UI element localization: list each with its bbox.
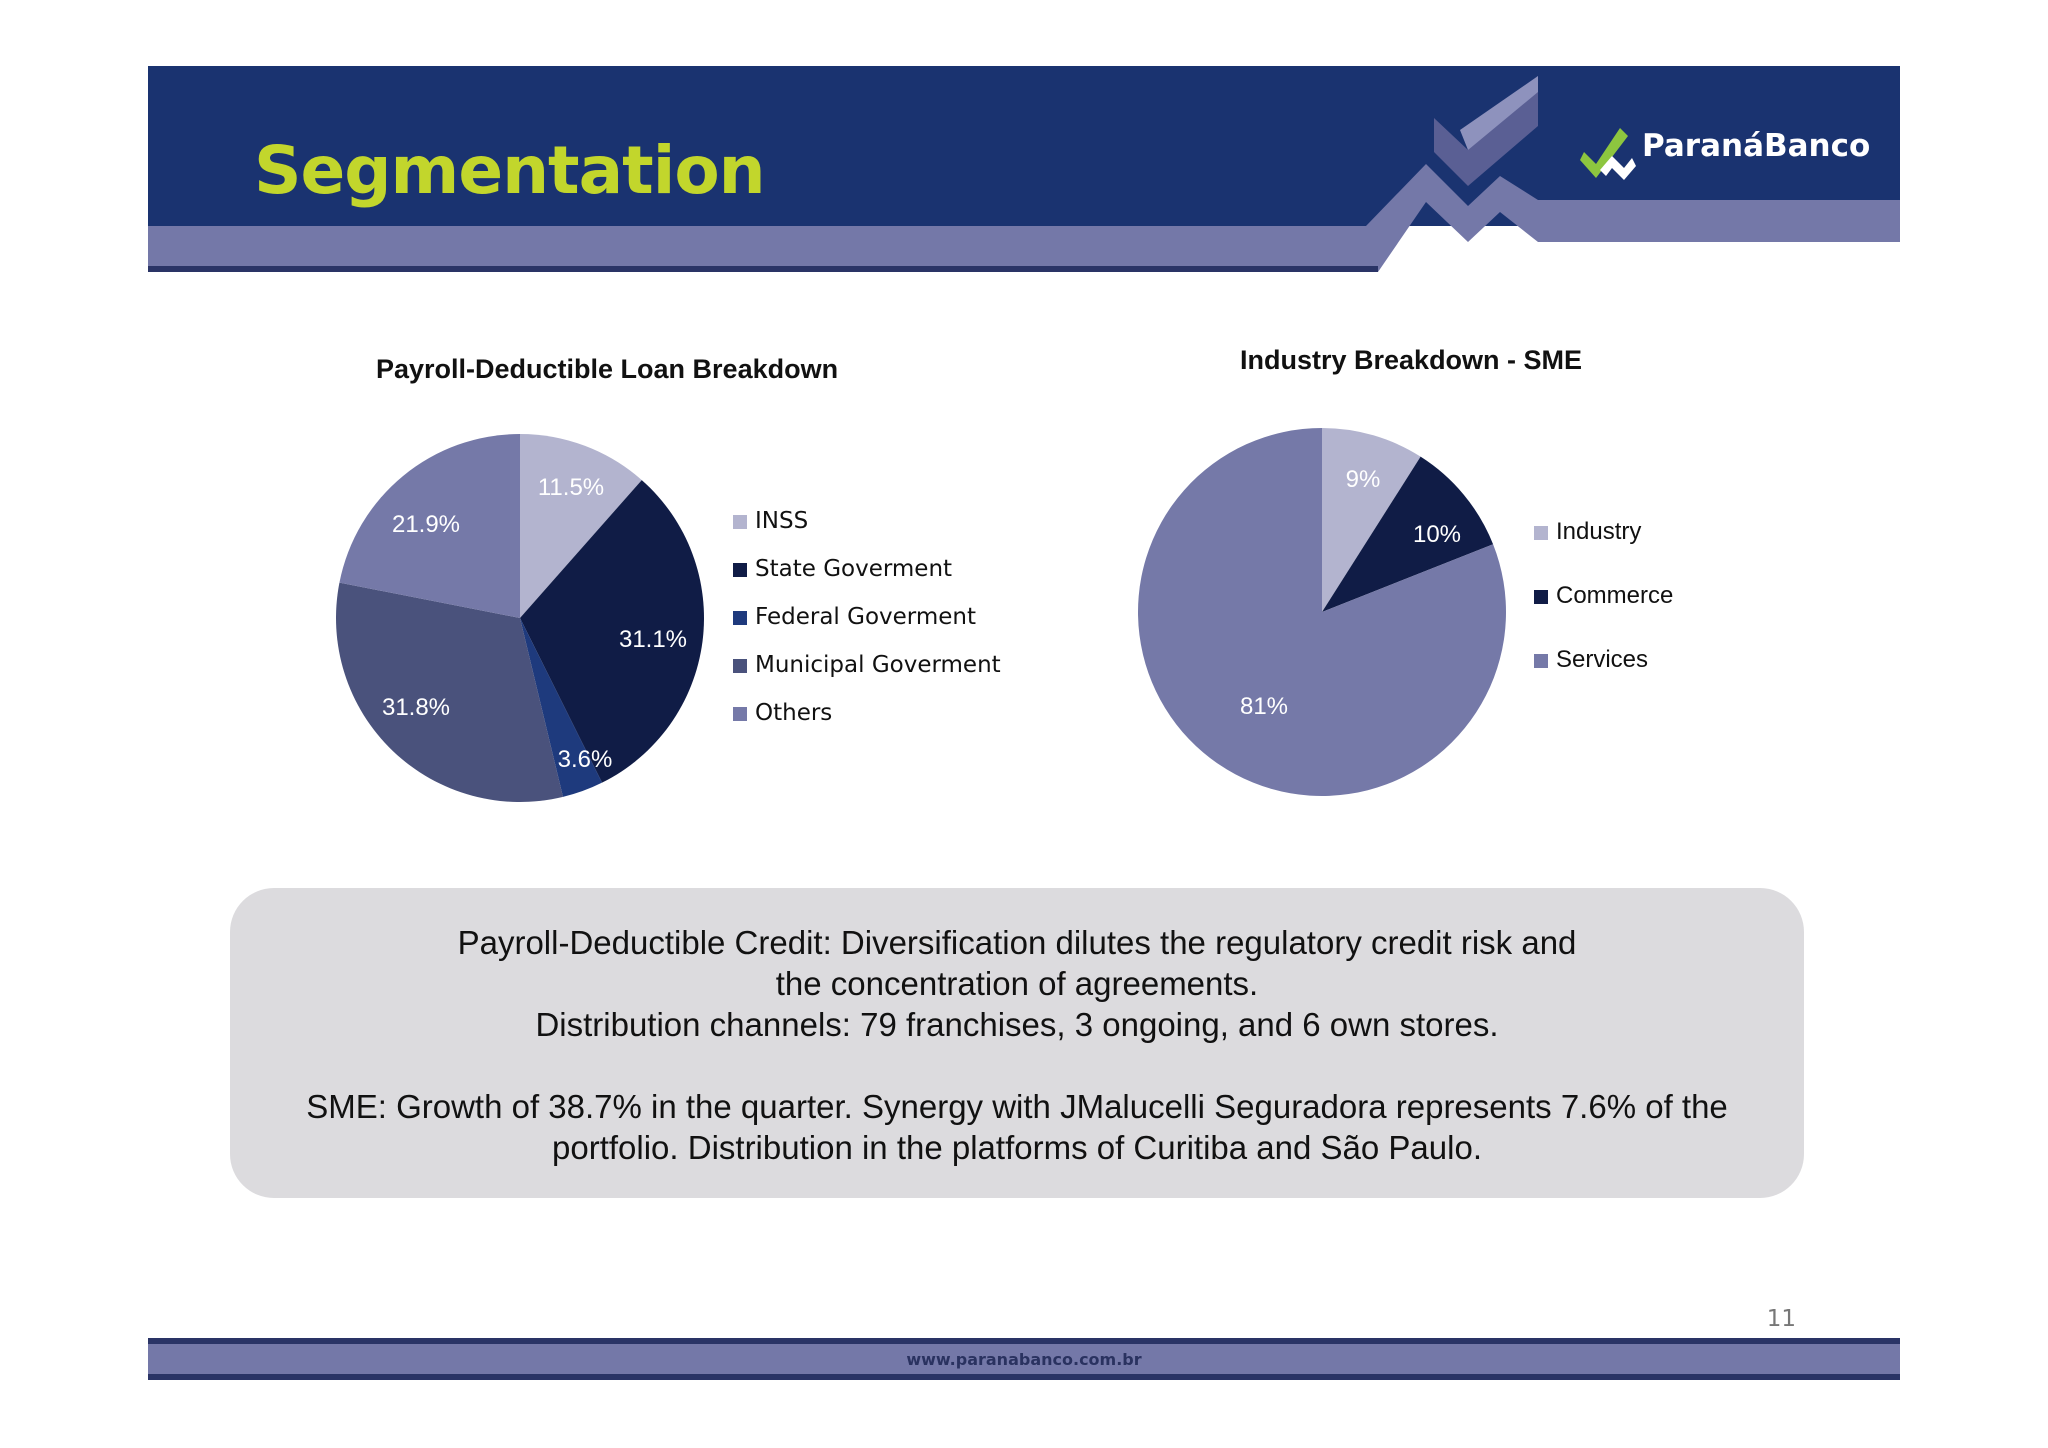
- legend-swatch: [1534, 526, 1548, 540]
- legend-item: Industry: [1556, 518, 1641, 545]
- chart-title-industry: Industry Breakdown - SME: [1240, 345, 1583, 375]
- legend-item: Municipal Goverment: [755, 652, 1001, 678]
- pie-slice-industry: [1322, 428, 1421, 612]
- legend-item: Others: [755, 700, 832, 726]
- pie-slice-services: [1138, 428, 1506, 796]
- page-number: 11: [1766, 1306, 1796, 1332]
- page-title: Segmentation: [254, 132, 766, 209]
- header-banner: Segmentation ParanáBanco: [148, 66, 1900, 272]
- legend-item: INSS: [755, 508, 808, 534]
- chart-title-payroll: Payroll-Deductible Loan Breakdown: [376, 354, 839, 384]
- pie-data-label: 21.9%: [392, 511, 460, 538]
- legend-swatch: [733, 611, 747, 625]
- footer-url: www.paranabanco.com.br: [906, 1350, 1142, 1369]
- pie-slice-commerce: [1322, 456, 1494, 612]
- summary-line: Payroll-Deductible Credit: Diversificati…: [457, 924, 1577, 961]
- pie-data-label: 31.1%: [619, 626, 687, 653]
- legend-swatch: [733, 659, 747, 673]
- legend-item: State Goverment: [755, 556, 952, 582]
- legend-swatch: [733, 515, 747, 529]
- legend-swatch: [733, 707, 747, 721]
- logo: ParanáBanco: [1580, 118, 1880, 184]
- parana-banco-logo-icon: [1580, 128, 1636, 180]
- pie-data-label: 31.8%: [382, 694, 450, 721]
- pie-data-label: 10%: [1413, 521, 1461, 548]
- pie-data-label: 3.6%: [558, 746, 613, 773]
- legend-item: Commerce: [1556, 582, 1673, 609]
- legend-swatch: [1534, 590, 1548, 604]
- summary-paragraph-payroll: Payroll-Deductible Credit: Diversificati…: [230, 922, 1804, 1045]
- summary-box: Payroll-Deductible Credit: Diversificati…: [230, 888, 1804, 1198]
- pie-slice-others: [339, 434, 520, 618]
- logo-text: ParanáBanco: [1642, 128, 1871, 164]
- summary-line: SME: Growth of 38.7% in the quarter. Syn…: [306, 1088, 1728, 1125]
- footer-graphic: [148, 1338, 1900, 1380]
- pie-slice-state-goverment: [520, 480, 705, 783]
- footer-bar: www.paranabanco.com.br: [148, 1338, 1900, 1380]
- pie-data-label: 9%: [1346, 466, 1381, 493]
- summary-line: portfolio. Distribution in the platforms…: [552, 1129, 1482, 1166]
- industry-pie-chart: 9% 10% 81% Industry Commerce Services: [1138, 428, 1673, 796]
- pie-data-label: 11.5%: [538, 474, 604, 501]
- summary-line: Distribution channels: 79 franchises, 3 …: [535, 1006, 1499, 1043]
- summary-paragraph-sme: SME: Growth of 38.7% in the quarter. Syn…: [230, 1086, 1804, 1168]
- legend-item: Services: [1556, 646, 1648, 673]
- pie-data-label: 81%: [1240, 693, 1288, 720]
- legend-item: Federal Goverment: [755, 604, 976, 630]
- summary-line: the concentration of agreements.: [775, 965, 1259, 1002]
- legend-swatch: [1534, 654, 1548, 668]
- legend-swatch: [733, 563, 747, 577]
- payroll-pie-chart: 11.5% 31.1% 3.6% 31.8% 21.9% INSS State Goverm…: [336, 434, 1001, 802]
- pie-slice-inss: [520, 434, 642, 618]
- pie-slice-municipal-goverment: [336, 582, 563, 802]
- pie-slice-federal-goverment: [520, 618, 603, 797]
